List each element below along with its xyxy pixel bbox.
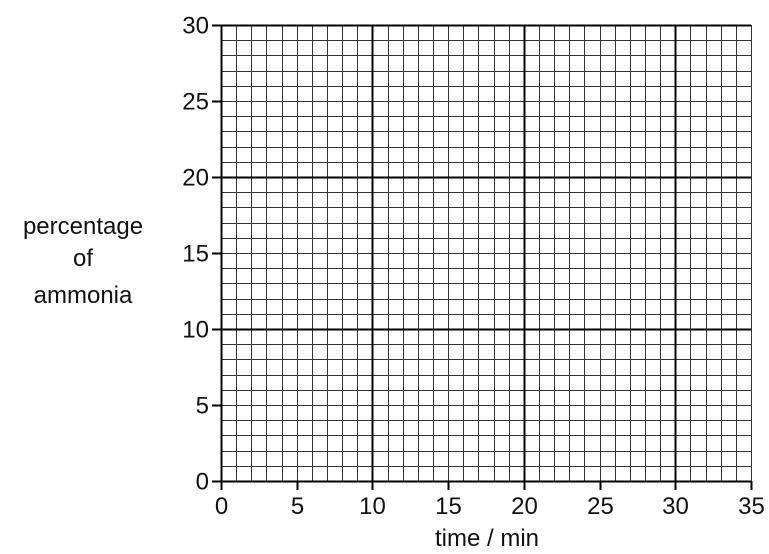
axes [220, 25, 751, 483]
x-tick-label: 15 [435, 493, 462, 520]
x-tick-label: 10 [359, 493, 386, 520]
x-tick-label: 25 [587, 493, 614, 520]
y-tick-label: 5 [196, 393, 209, 420]
x-tick-label: 20 [511, 493, 538, 520]
x-tick-label: 30 [662, 493, 689, 520]
y-tick-label: 0 [196, 469, 209, 496]
y-tick-label: 10 [182, 317, 209, 344]
x-tick-label: 35 [738, 493, 765, 520]
x-axis-label: time / min [435, 525, 539, 552]
x-tick-label: 0 [215, 493, 228, 520]
x-tick-label: 5 [291, 493, 304, 520]
minor-grid [221, 25, 752, 481]
y-axis-label-line-2: of [73, 245, 93, 272]
y-axis-label-line-1: percentage [23, 213, 143, 240]
tick-labels: 0 5 10 15 20 25 30 0 5 10 15 20 25 30 35 [182, 13, 765, 521]
y-tick-label: 20 [182, 165, 209, 192]
y-tick-label: 30 [182, 13, 209, 40]
tick-marks [212, 24, 753, 490]
y-tick-label: 15 [182, 241, 209, 268]
y-tick-label: 25 [182, 89, 209, 116]
y-axis-label-line-3: ammonia [34, 282, 133, 309]
